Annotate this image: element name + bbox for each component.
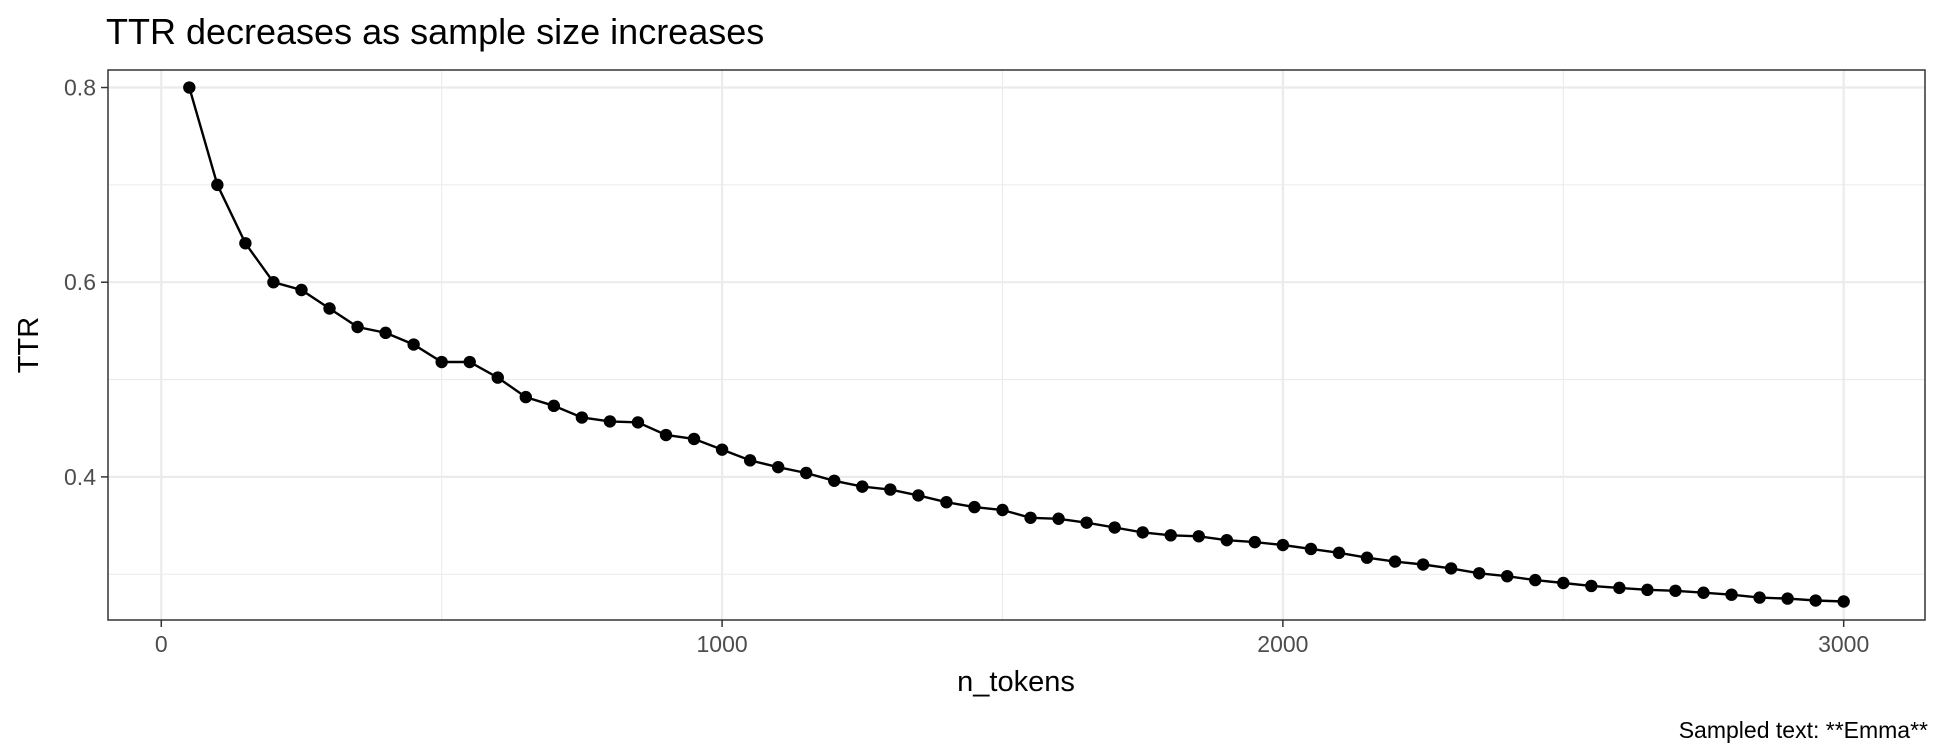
data-point: [771, 460, 785, 474]
data-point: [575, 411, 589, 424]
data-point: [1641, 583, 1654, 597]
grid: [108, 70, 1925, 620]
data-point: [1388, 555, 1402, 568]
data-point: [1472, 567, 1486, 580]
data-point: [1248, 535, 1262, 549]
y-tick-label: 0.6: [64, 269, 96, 295]
data-point: [183, 81, 196, 94]
x-tick-label: 1000: [696, 631, 747, 657]
data-point: [1276, 538, 1290, 552]
data-point: [1164, 529, 1177, 542]
data-point: [239, 237, 252, 250]
series-line: [188, 87, 1844, 603]
data-point: [996, 503, 1009, 517]
data-point: [1809, 594, 1822, 607]
data-point: [1416, 558, 1430, 571]
y-tick-label: 0.4: [64, 464, 96, 490]
data-point: [743, 454, 757, 467]
series-ttr: [183, 81, 1850, 608]
data-point: [1585, 579, 1598, 593]
data-point: [547, 399, 561, 413]
data-point: [407, 338, 420, 351]
data-point: [379, 326, 392, 340]
data-point: [1697, 586, 1710, 599]
data-point: [323, 302, 336, 315]
data-point: [1529, 573, 1542, 587]
data-point: [1444, 562, 1458, 575]
data-point: [295, 283, 308, 297]
panel-border: [107, 69, 1926, 621]
x-axis-title: n_tokens: [957, 666, 1075, 698]
data-point: [1024, 511, 1037, 524]
data-point: [491, 371, 504, 384]
data-point: [1136, 526, 1149, 539]
data-point: [828, 474, 841, 487]
data-point: [659, 428, 673, 442]
caption: Sampled text: **Emma**: [1679, 717, 1928, 743]
axes: 0 1000 2000 3000 0.4 0.6 0.8: [64, 75, 1869, 657]
x-tick-label: 0: [155, 631, 168, 657]
data-point: [912, 489, 925, 502]
data-point: [1501, 569, 1514, 583]
y-axis-title: TTR: [13, 317, 45, 373]
data-point: [631, 416, 645, 429]
data-point: [1080, 516, 1093, 529]
data-point: [351, 320, 364, 334]
data-point: [1725, 588, 1738, 601]
x-tick-label: 2000: [1257, 631, 1308, 657]
data-point: [1220, 533, 1234, 547]
data-point: [1052, 512, 1065, 525]
data-point: [1192, 530, 1205, 543]
data-point: [267, 276, 280, 289]
data-point: [463, 355, 476, 369]
data-point: [1304, 542, 1318, 556]
data-point: [1360, 551, 1374, 564]
data-point: [1613, 581, 1626, 595]
data-point: [1753, 591, 1766, 604]
data-point: [519, 390, 532, 404]
data-point: [799, 466, 813, 480]
y-tick-label: 0.8: [64, 75, 96, 101]
data-point: [435, 355, 448, 369]
data-point: [1669, 584, 1682, 597]
data-point: [211, 178, 224, 192]
data-point: [856, 480, 869, 493]
data-point: [884, 483, 897, 496]
x-tick-label: 3000: [1818, 631, 1869, 657]
chart-title: TTR decreases as sample size increases: [106, 11, 764, 52]
data-point: [940, 496, 953, 509]
data-point: [1108, 521, 1121, 534]
data-point: [1837, 595, 1850, 608]
data-point: [1781, 592, 1794, 605]
data-point: [968, 500, 981, 514]
data-point: [1332, 546, 1346, 560]
data-point: [603, 415, 617, 428]
data-point: [715, 443, 729, 456]
data-point: [687, 432, 701, 446]
data-point: [1557, 576, 1570, 590]
